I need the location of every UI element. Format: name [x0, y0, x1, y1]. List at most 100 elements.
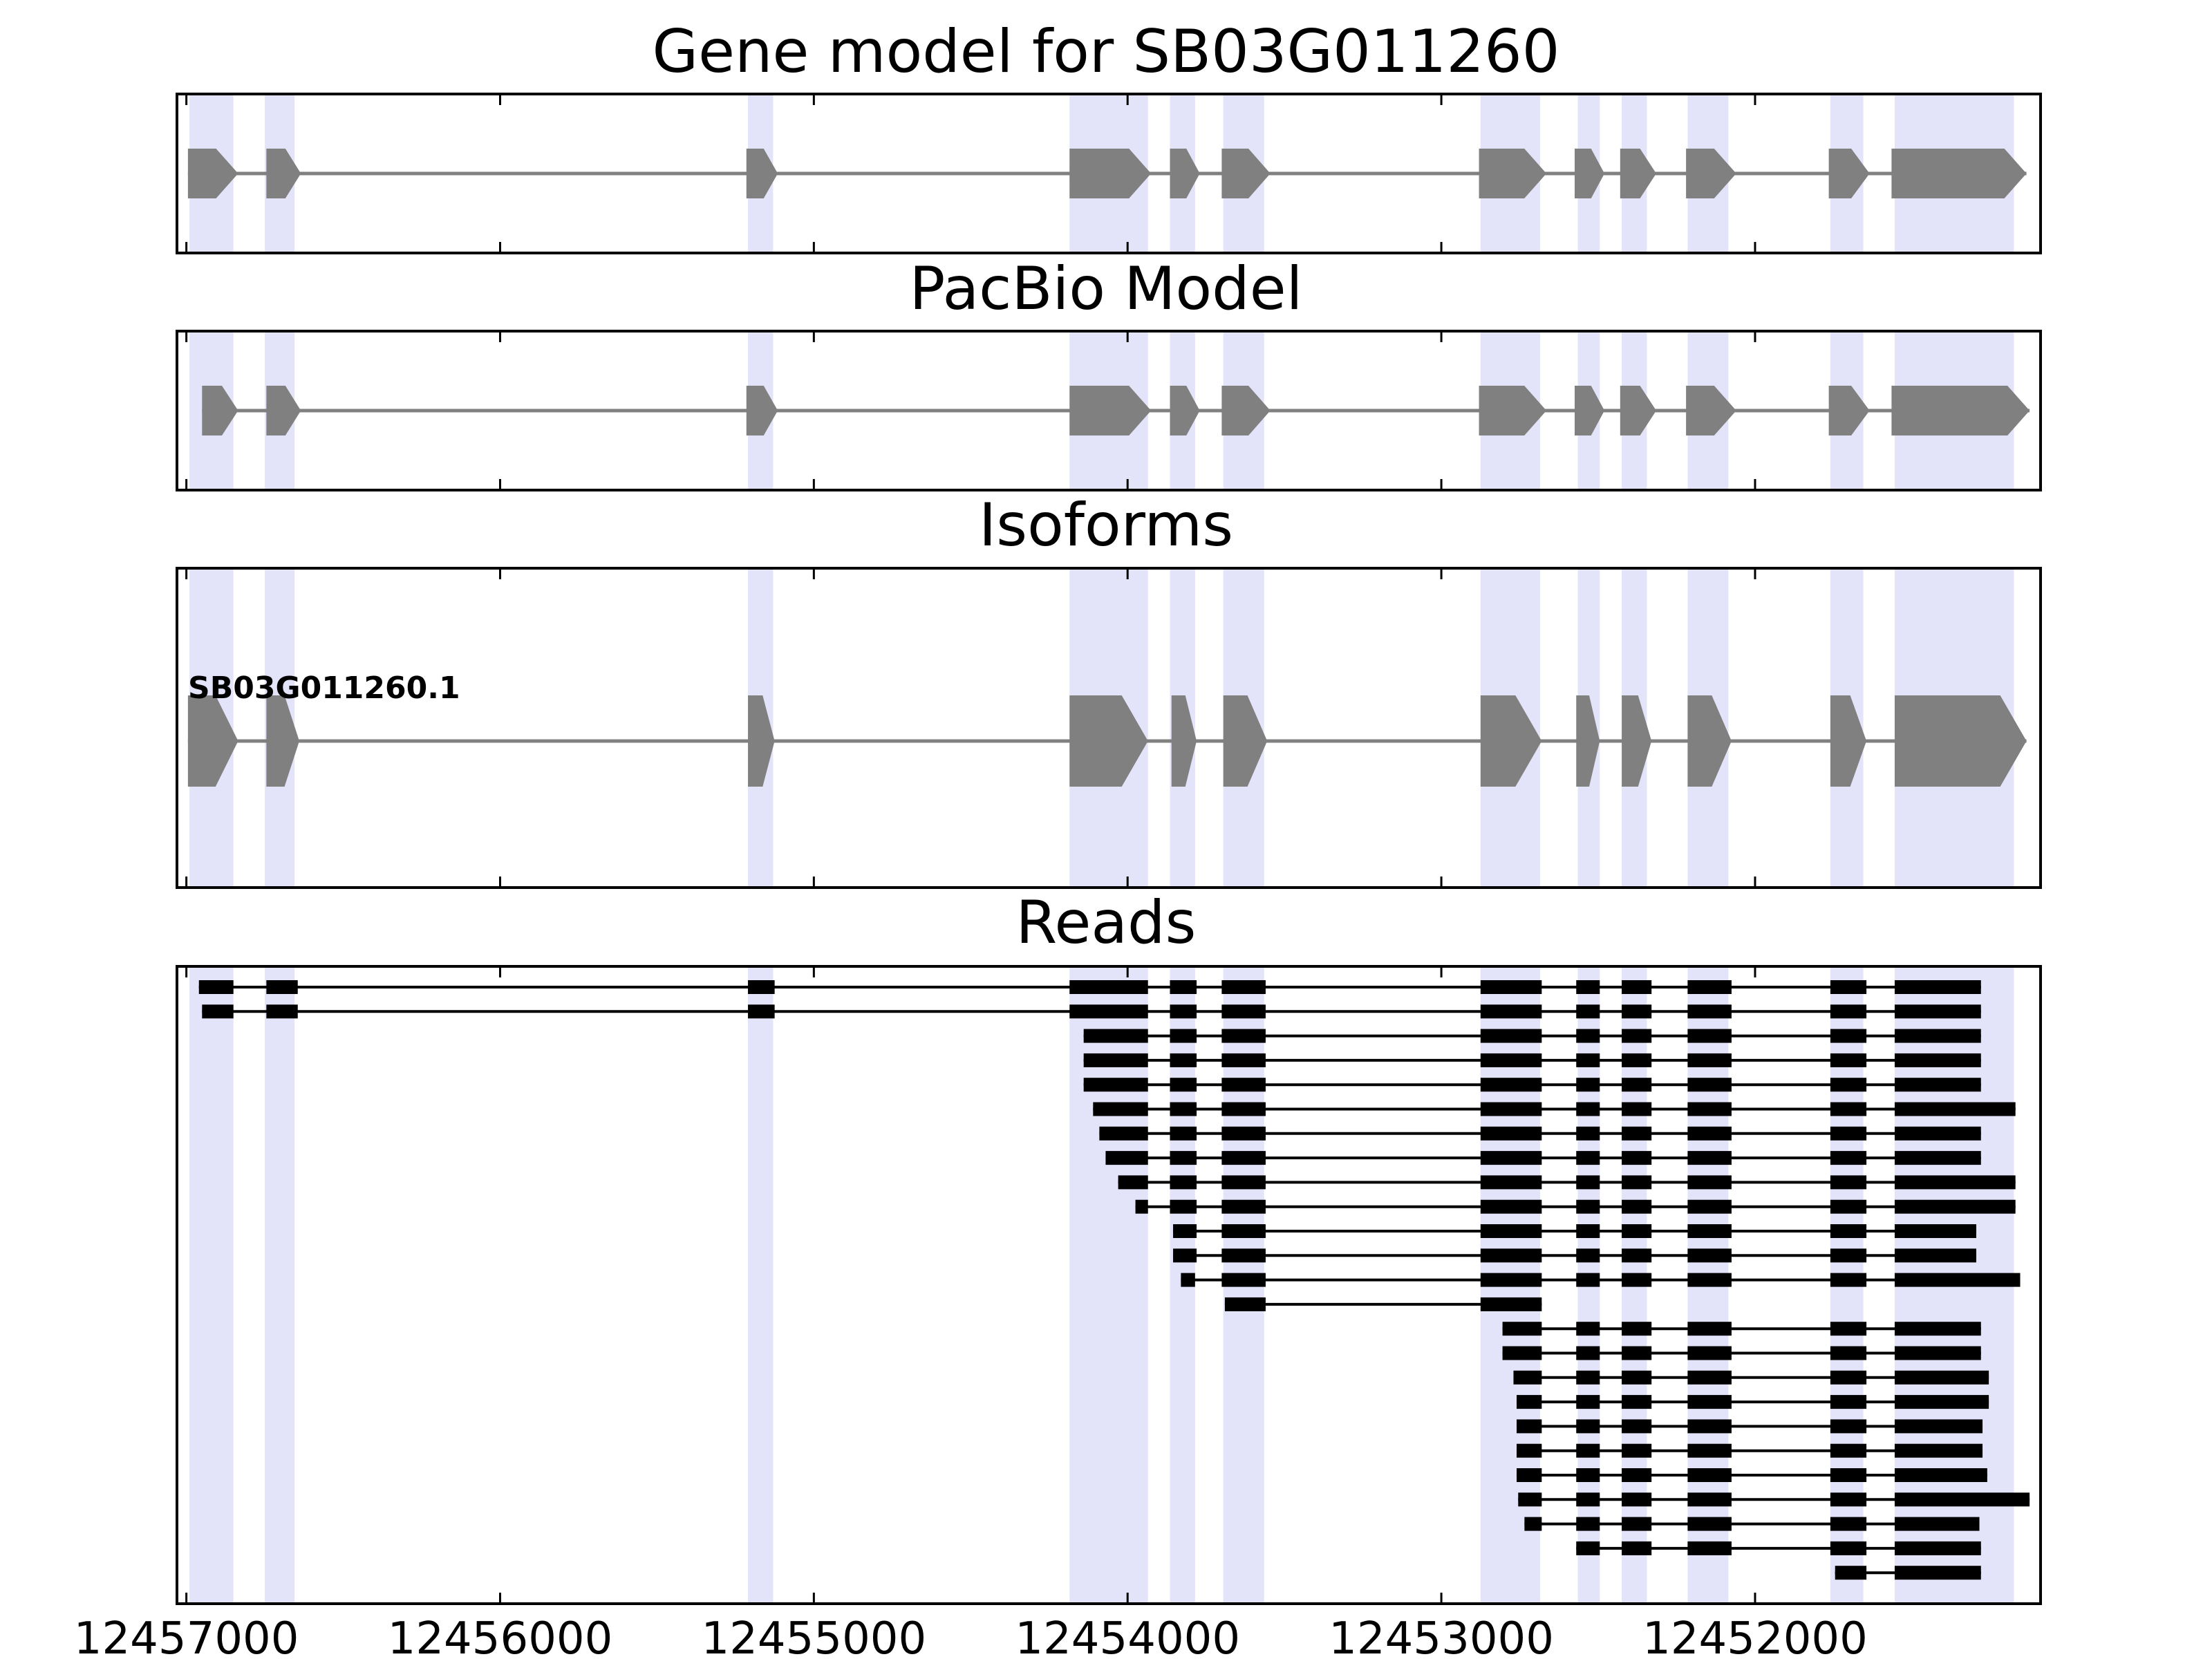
highlight-band — [265, 966, 295, 1604]
read-block — [1170, 1102, 1197, 1116]
read-block — [1622, 1053, 1652, 1067]
read-block — [1894, 1370, 1989, 1385]
read-block — [748, 980, 775, 994]
read-block — [1622, 1224, 1652, 1238]
read-block — [1894, 1029, 1981, 1043]
read-block — [1517, 1443, 1542, 1458]
read-block — [1830, 1151, 1867, 1165]
read-block — [1622, 1199, 1652, 1214]
read-block — [1480, 980, 1542, 994]
read-block — [1687, 1419, 1732, 1434]
read-block — [1576, 980, 1600, 994]
x-tick-label: 12457000 — [74, 1613, 299, 1659]
read — [1517, 1443, 1983, 1458]
exon — [1575, 386, 1605, 435]
read-block — [1622, 1004, 1652, 1019]
read-block — [1830, 1102, 1867, 1116]
read — [1524, 1517, 1980, 1531]
read-block — [1118, 1175, 1148, 1190]
read-block — [1480, 1078, 1542, 1092]
exon — [202, 386, 238, 435]
read-block — [1622, 1517, 1652, 1531]
read-block — [748, 1004, 775, 1019]
read-block — [1083, 1078, 1148, 1092]
read-block — [1687, 1395, 1732, 1409]
exon — [1620, 386, 1657, 435]
read-block — [1221, 1102, 1266, 1116]
read-block — [1517, 1468, 1542, 1482]
x-tick-label: 12453000 — [1329, 1613, 1554, 1659]
exon — [1891, 149, 2027, 198]
read-block — [1093, 1102, 1148, 1116]
exon — [1576, 695, 1600, 787]
read-block — [1622, 1151, 1652, 1165]
read-block — [1894, 1224, 1976, 1238]
exon — [266, 386, 301, 435]
read — [1173, 1224, 1976, 1238]
read-block — [1830, 1541, 1867, 1555]
panel-frame — [176, 93, 2042, 254]
read-block — [1576, 1443, 1600, 1458]
read-block — [1830, 1175, 1867, 1190]
read-block — [1170, 1004, 1197, 1019]
read-block — [1224, 1297, 1266, 1311]
read-block — [1894, 1053, 1981, 1067]
read-block — [1170, 1151, 1197, 1165]
read-block — [1830, 1517, 1867, 1531]
read-block — [1576, 1151, 1600, 1165]
read-block — [1894, 1419, 1983, 1434]
exon — [746, 386, 778, 435]
read-block — [1622, 1078, 1652, 1092]
read-block — [1687, 1053, 1732, 1067]
read-block — [1517, 1419, 1542, 1434]
read-block — [1170, 1175, 1197, 1190]
read-block — [1830, 1248, 1867, 1263]
read — [1502, 1346, 1981, 1360]
read-block — [1173, 1248, 1197, 1263]
panel-title-reads: Reads — [1016, 888, 1197, 957]
read-block — [1221, 1199, 1266, 1214]
read-block — [1576, 1273, 1600, 1287]
exon — [1170, 149, 1200, 198]
read-block — [1830, 1468, 1867, 1482]
read-block — [1894, 1078, 1981, 1092]
read-block — [1687, 1517, 1732, 1531]
exon — [1069, 386, 1152, 435]
x-tick-label: 12454000 — [1015, 1613, 1240, 1659]
read-block — [1830, 1395, 1867, 1409]
read-block — [198, 980, 234, 994]
read-block — [1830, 1443, 1867, 1458]
read-block — [1480, 1004, 1542, 1019]
read-block — [1830, 1322, 1867, 1336]
read-block — [1221, 1126, 1266, 1141]
read-block — [1835, 1566, 1867, 1580]
read-block — [1687, 1175, 1732, 1190]
isoform-label: SB03G011260.1 — [188, 671, 460, 706]
exon — [1221, 149, 1271, 198]
read-block — [1170, 1029, 1197, 1043]
read-block — [1830, 1419, 1867, 1434]
read-block — [1576, 1468, 1600, 1482]
read-block — [1083, 1053, 1148, 1067]
read-block — [1894, 1151, 1981, 1165]
read-block — [1502, 1346, 1542, 1360]
read-block — [1170, 980, 1197, 994]
exon — [266, 149, 301, 198]
read — [1083, 1078, 1981, 1092]
exon — [1069, 695, 1148, 787]
read-block — [1576, 1541, 1600, 1555]
read-block — [1480, 1273, 1542, 1287]
read-block — [1687, 1370, 1732, 1385]
read-block — [1083, 1029, 1148, 1043]
read-block — [1221, 1078, 1266, 1092]
read — [1513, 1370, 1989, 1385]
read — [1518, 1492, 2030, 1507]
read-block — [1480, 1053, 1542, 1067]
read — [1576, 1541, 1981, 1555]
exon — [748, 695, 775, 787]
read-block — [1894, 1126, 1981, 1141]
exon — [187, 695, 238, 787]
exon — [1479, 386, 1547, 435]
read-block — [1894, 1541, 1981, 1555]
read-block — [1830, 1199, 1867, 1214]
